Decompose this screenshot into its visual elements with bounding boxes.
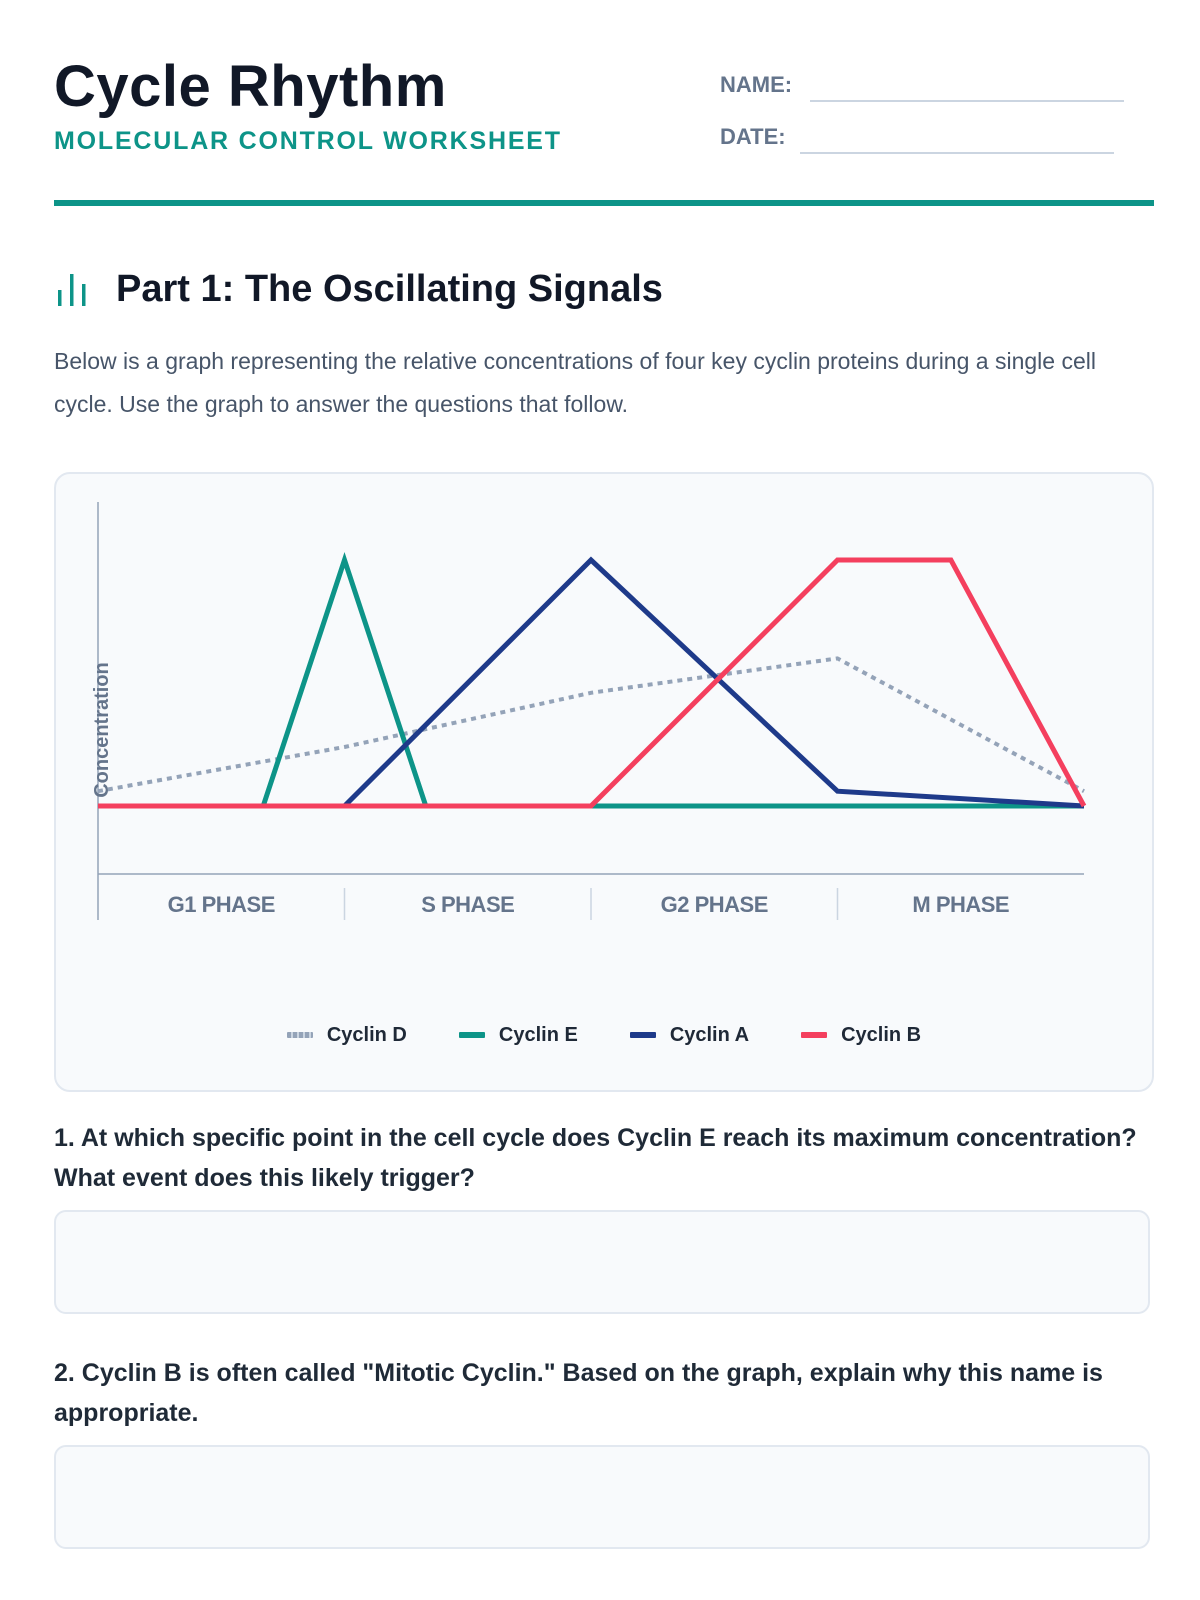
series-line-cyclin-b: [98, 557, 1087, 809]
series-line-cyclin-a: [98, 556, 1085, 809]
legend-item-cyclin-a: Cyclin A: [629, 1023, 750, 1047]
legend-label-cyclin-a: Cyclin A: [669, 1023, 750, 1046]
phase-label: G2 PHASE: [661, 892, 768, 917]
bar-chart-icon: [58, 274, 86, 306]
series-line-cyclin-e: [98, 552, 1084, 809]
section-heading: Part 1: The Oscillating Signals: [54, 264, 1154, 314]
worksheet-header: Cycle Rhythm MOLECULAR CONTROL WORKSHEET…: [54, 52, 1154, 208]
section-intro: Below is a graph representing the relati…: [54, 348, 1096, 417]
legend-swatch-cyclin-d: [286, 1032, 313, 1038]
answer-box-1[interactable]: [54, 1210, 1150, 1314]
question-2: 2. Cyclin B is often called "Mitotic Cyc…: [54, 1359, 1103, 1427]
cyclin-chart: Concentration G1 PHASE S PHASE G2 PHASE M P…: [54, 472, 1154, 1092]
date-label: DATE:: [720, 124, 786, 149]
series-line-cyclin-d: [97, 656, 1085, 794]
phase-labels: G1 PHASE S PHASE G2 PHASE M PHASE: [168, 892, 1010, 917]
legend-item-cyclin-e: Cyclin E: [458, 1023, 578, 1047]
phase-dividers: [343, 888, 839, 920]
legend-item-cyclin-d: Cyclin D: [286, 1023, 407, 1047]
name-label: NAME:: [720, 72, 793, 97]
question-1: 1. At which specific point in the cell c…: [54, 1124, 1137, 1192]
cyclin-chart-svg: Concentration G1 PHASE S PHASE G2 PHASE M P…: [91, 502, 1087, 920]
legend-swatch-cyclin-a: [629, 1032, 656, 1038]
chart-legend: Cyclin D Cyclin E Cyclin A Cyclin B: [56, 1020, 1152, 1050]
series-lines: [97, 552, 1087, 809]
legend-label-cyclin-d: Cyclin D: [326, 1023, 407, 1046]
date-field[interactable]: [800, 152, 1114, 154]
header-divider: [54, 200, 1154, 206]
worksheet-title: Cycle Rhythm: [54, 54, 447, 119]
name-field[interactable]: [810, 100, 1124, 102]
legend-label-cyclin-b: Cyclin B: [841, 1023, 922, 1046]
legend-item-cyclin-b: Cyclin B: [801, 1024, 921, 1047]
worksheet-subtitle: MOLECULAR CONTROL WORKSHEET: [54, 127, 562, 155]
phase-label: G1 PHASE: [168, 892, 275, 917]
section-title: Part 1: The Oscillating Signals: [116, 268, 663, 310]
legend-label-cyclin-e: Cyclin E: [498, 1023, 578, 1046]
legend-swatch-cyclin-e: [458, 1032, 485, 1038]
phase-label: M PHASE: [912, 892, 1009, 917]
phase-label: S PHASE: [421, 892, 514, 917]
legend-swatch-cyclin-b: [801, 1032, 828, 1038]
answer-box-2[interactable]: [54, 1445, 1150, 1549]
y-axis-label: Concentration: [91, 662, 113, 798]
